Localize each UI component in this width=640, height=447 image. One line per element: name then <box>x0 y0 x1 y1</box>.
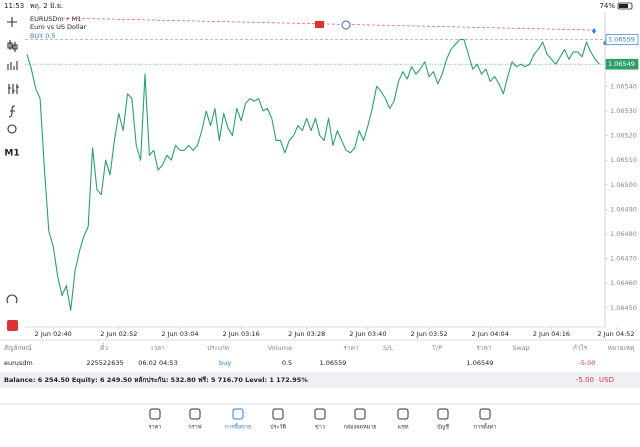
table-cell: -5.00 <box>579 359 596 367</box>
tab-icon[interactable] <box>232 408 244 420</box>
battery-level <box>619 4 628 8</box>
status-battery: 74% <box>599 2 615 10</box>
one-click-sell[interactable] <box>315 21 324 28</box>
tab-icon[interactable] <box>354 408 366 420</box>
x-tick-label: 2 Jun 03:16 <box>223 330 260 338</box>
bars-icon[interactable] <box>7 40 18 52</box>
table-cell: 1.06549 <box>467 359 494 367</box>
balance-profit: -5.00 <box>576 376 594 384</box>
table-header: Swap <box>512 344 530 352</box>
tab-icon[interactable] <box>189 408 201 420</box>
table-header: หมายเหตุ <box>608 344 635 352</box>
price-tag <box>605 58 639 70</box>
table-header: ประเภท <box>207 344 229 352</box>
trade-button[interactable] <box>7 320 18 331</box>
tab-label[interactable]: กล่องจดหมาย <box>343 425 376 431</box>
y-tick-label: 1.06480 <box>610 230 637 238</box>
price-tag <box>605 34 639 45</box>
x-tick-label: 2 Jun 04:16 <box>533 330 570 338</box>
objects-icon[interactable] <box>7 124 17 134</box>
function-icon[interactable] <box>8 105 16 118</box>
x-tick-label: 2 Jun 02:52 <box>100 330 137 338</box>
toolbar <box>6 17 19 304</box>
x-tick-label: 2 Jun 03:52 <box>410 330 447 338</box>
y-tick-label: 1.06490 <box>610 205 637 213</box>
tab-icon[interactable] <box>397 408 409 420</box>
tab-label[interactable]: การซื้อขาย <box>225 423 251 431</box>
table-cell: 225522635 <box>86 359 123 367</box>
table-header: สัญลักษณ์ <box>4 344 32 352</box>
x-tick-label: 2 Jun 02:40 <box>35 330 72 338</box>
settings-icon[interactable] <box>8 84 19 94</box>
y-tick-label: 1.06500 <box>610 181 637 189</box>
table-header: เวลา <box>151 344 165 352</box>
x-tick-label: 2 Jun 04:52 <box>597 330 634 338</box>
table-header: ตั๋ว <box>100 343 108 352</box>
tab-label[interactable]: ข่าว <box>315 425 325 431</box>
history-icon[interactable] <box>6 294 18 304</box>
tab-label[interactable]: การตั้งค่า <box>474 423 496 431</box>
x-tick-label: 2 Jun 03:40 <box>349 330 386 338</box>
table-header: Volume <box>268 344 292 352</box>
one-click-buy[interactable] <box>341 20 351 30</box>
indicators-icon[interactable] <box>7 61 18 70</box>
table-cell: eurusdm <box>4 359 33 367</box>
x-tick-label: 2 Jun 03:28 <box>288 330 325 338</box>
tab-label[interactable]: บัญชี <box>437 424 449 431</box>
table-cell: buy <box>219 359 231 367</box>
timeframe[interactable]: M1 <box>4 149 19 159</box>
tab-icon[interactable] <box>272 408 284 420</box>
tab-label[interactable]: แชท <box>398 424 409 431</box>
tab-icon[interactable] <box>149 408 161 420</box>
y-tick-label: 1.06530 <box>610 107 637 115</box>
balance-row <box>0 372 640 388</box>
y-tick-label: 1.06460 <box>610 279 637 287</box>
table-header: S/L <box>383 344 393 352</box>
tab-label[interactable]: กราฟ <box>188 424 201 431</box>
chart-symbol: EURUSDm • M1 <box>30 15 81 23</box>
order-label: BUY 0.5 <box>30 32 56 40</box>
table-cell: 0.5 <box>282 359 292 367</box>
y-tick-label: 1.06510 <box>610 156 637 164</box>
y-tick-label: 1.06540 <box>610 82 637 90</box>
price-tag-label: 1.06549 <box>608 60 635 68</box>
battery-icon <box>617 2 633 10</box>
y-tick-label: 1.06470 <box>610 255 637 263</box>
x-tick-label: 2 Jun 03:04 <box>161 330 198 338</box>
balance-summary: Balance: 6 254.50 Equity: 6 249.50 หลักป… <box>4 376 308 384</box>
table-cell: 06.02 04:53 <box>138 359 177 367</box>
tab-icon[interactable] <box>437 408 449 420</box>
table-header: T/P <box>431 344 442 352</box>
x-tick-label: 2 Jun 04:04 <box>472 330 509 338</box>
table-header: ราคา <box>343 344 358 352</box>
price-line-series <box>26 39 600 311</box>
tab-label[interactable]: ราคา <box>149 425 162 431</box>
balance-currency: USD <box>599 376 614 384</box>
table-header: กำไร <box>573 344 588 352</box>
price-tag-label: 1.06559 <box>608 36 635 44</box>
status-time: 11:53 <box>4 2 24 10</box>
trend-line <box>61 17 593 31</box>
status-date: พฤ. 2 มิ.ย. <box>30 2 63 10</box>
table-cell: 1.06559 <box>320 359 347 367</box>
y-tick-label: 1.06520 <box>610 132 637 140</box>
chart-description: Euro vs US Dollar <box>30 23 87 31</box>
tab-label[interactable]: ประวัติ <box>270 424 286 431</box>
y-tick-label: 1.06450 <box>610 304 637 312</box>
crosshair-icon[interactable] <box>7 17 17 27</box>
tab-icon[interactable] <box>479 408 491 420</box>
tab-icon[interactable] <box>314 408 326 420</box>
marker <box>592 28 596 34</box>
table-header: ราคา <box>476 344 491 352</box>
